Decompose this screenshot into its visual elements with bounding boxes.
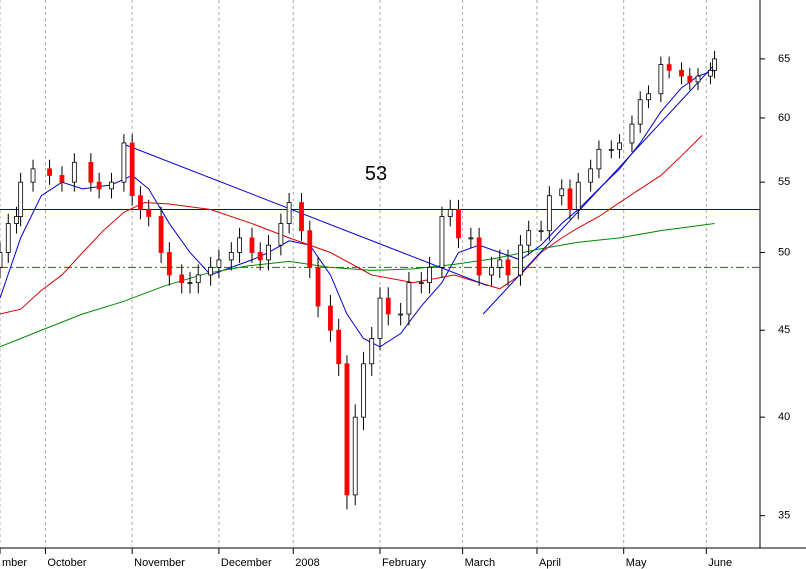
candle-body bbox=[208, 266, 214, 276]
candle-body bbox=[406, 282, 412, 315]
candle-body bbox=[637, 99, 643, 125]
x-tick-label: March bbox=[465, 557, 496, 569]
candle-body bbox=[30, 168, 36, 183]
candle-body bbox=[18, 181, 24, 217]
moving-average bbox=[0, 223, 715, 348]
x-tick-label: June bbox=[708, 557, 732, 569]
candle-body bbox=[5, 223, 11, 253]
candle-body bbox=[385, 297, 391, 315]
candle-body bbox=[439, 216, 445, 268]
candle-body bbox=[456, 209, 461, 239]
candle-body bbox=[418, 282, 424, 285]
candle-body bbox=[447, 209, 453, 217]
candle-body bbox=[257, 252, 263, 261]
candle-body bbox=[146, 209, 152, 217]
trendline bbox=[123, 143, 488, 287]
candle-body bbox=[166, 252, 172, 276]
candle-body bbox=[286, 202, 292, 224]
candle-body bbox=[687, 75, 693, 83]
level-label: 53 bbox=[365, 163, 387, 185]
y-tick-label: 55 bbox=[778, 176, 790, 188]
x-tick-label: May bbox=[626, 557, 647, 569]
candle-body bbox=[158, 216, 164, 253]
candle-body bbox=[575, 181, 581, 210]
candle-body bbox=[559, 188, 565, 197]
candle-body bbox=[567, 188, 573, 210]
candle-body bbox=[708, 69, 713, 77]
candle-body bbox=[216, 259, 222, 268]
candle-body bbox=[646, 93, 651, 101]
candle-body bbox=[0, 252, 3, 268]
candle-body bbox=[518, 244, 523, 276]
x-tick-label: 2008 bbox=[295, 557, 319, 569]
candle-body bbox=[489, 266, 494, 276]
y-tick-label: 65 bbox=[778, 53, 790, 65]
candle-body bbox=[237, 237, 242, 253]
y-tick-label: 50 bbox=[778, 246, 790, 258]
x-tick-label: April bbox=[539, 557, 561, 569]
candle-body bbox=[278, 223, 284, 246]
candle-body bbox=[538, 230, 544, 233]
candle-body bbox=[505, 259, 511, 276]
candle-body bbox=[497, 259, 503, 268]
candle-body bbox=[679, 69, 684, 77]
candle-body bbox=[712, 58, 717, 71]
x-tick-label: December bbox=[221, 557, 272, 569]
x-tick-label: February bbox=[382, 557, 427, 569]
candle-body bbox=[187, 282, 193, 285]
candle-body bbox=[266, 244, 271, 261]
candle-body bbox=[129, 142, 135, 197]
y-tick-label: 60 bbox=[778, 112, 790, 124]
candle-body bbox=[315, 266, 321, 307]
y-tick-label: 35 bbox=[778, 510, 790, 522]
candle-body bbox=[427, 266, 432, 284]
x-tick-label: mber bbox=[2, 557, 27, 569]
candle-body bbox=[109, 181, 114, 190]
candle-body bbox=[468, 237, 474, 240]
candle-body bbox=[695, 75, 701, 83]
x-tick-label: November bbox=[134, 557, 185, 569]
x-tick-label: October bbox=[47, 557, 86, 569]
moving-average bbox=[0, 135, 703, 315]
y-tick-label: 45 bbox=[778, 324, 790, 336]
candle-body bbox=[596, 148, 602, 170]
candle-body bbox=[369, 338, 375, 365]
candle-body bbox=[96, 181, 102, 190]
candle-body bbox=[352, 416, 358, 496]
candle-body bbox=[14, 216, 19, 224]
candle-body bbox=[398, 313, 404, 316]
candle-body bbox=[546, 195, 552, 232]
candle-body bbox=[138, 195, 143, 210]
candle-body bbox=[608, 148, 614, 151]
candle-body bbox=[59, 175, 65, 183]
candle-body bbox=[476, 237, 482, 276]
candle-body bbox=[307, 230, 313, 268]
candle-body bbox=[47, 168, 52, 176]
y-tick-label: 40 bbox=[778, 411, 790, 423]
candle-body bbox=[617, 142, 622, 150]
candle-body bbox=[328, 305, 333, 331]
candle-body bbox=[526, 230, 532, 246]
candle-body bbox=[629, 123, 635, 144]
candle-body bbox=[666, 64, 672, 71]
candle-body bbox=[588, 168, 594, 183]
candle-body bbox=[88, 161, 94, 183]
candle-body bbox=[179, 274, 185, 284]
candle-body bbox=[361, 363, 366, 418]
candle-body bbox=[658, 64, 664, 95]
candle-body bbox=[344, 363, 350, 496]
candle-body bbox=[71, 161, 77, 183]
candle-body bbox=[228, 252, 234, 261]
candle-body bbox=[377, 297, 383, 339]
candle-body bbox=[121, 142, 127, 183]
candle-body bbox=[195, 274, 201, 284]
candle-body bbox=[336, 329, 342, 365]
candle-body bbox=[249, 237, 255, 253]
candle-body bbox=[299, 202, 304, 232]
